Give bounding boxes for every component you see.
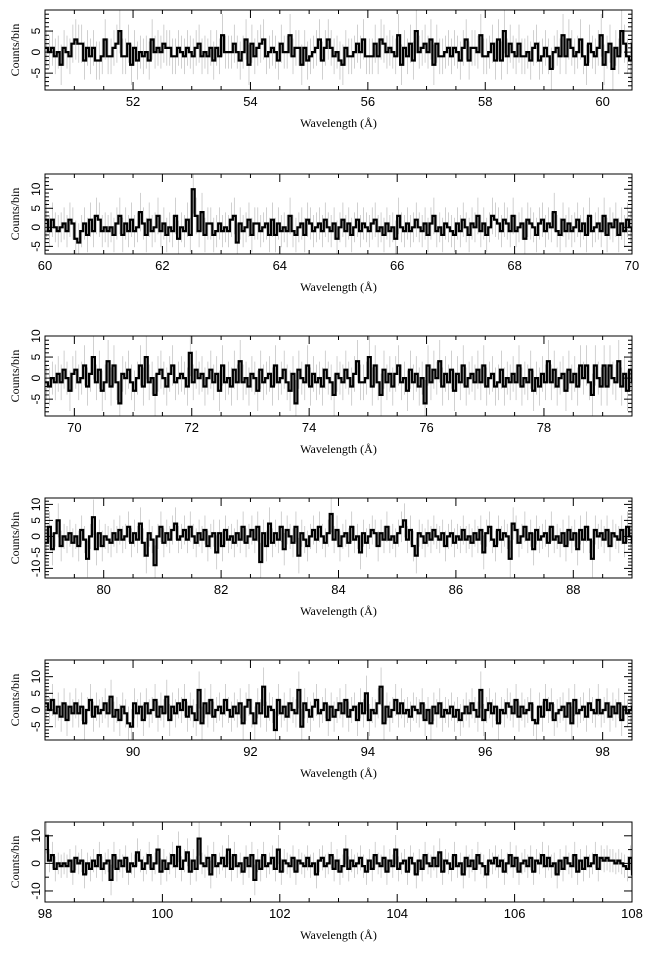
x-tick-label: 104 <box>386 906 408 921</box>
x-axis-label: Wavelength (Å) <box>300 442 377 456</box>
y-tick-label: 0 <box>29 706 43 713</box>
plot-area <box>45 336 632 416</box>
plot-area <box>45 498 632 578</box>
error-bars <box>46 174 631 254</box>
y-tick-label: 10 <box>29 670 43 684</box>
x-tick-label: 100 <box>152 906 174 921</box>
y-axis-label: Counts/bin <box>8 674 22 727</box>
x-tick-label: 94 <box>361 744 375 759</box>
spectrum-panel-2: 60 62 64 66 68 70 -5 0 5 10 Wavelength (Å) Counts/b… <box>8 173 639 294</box>
counts-histogram <box>45 29 632 71</box>
x-tick-label: 98 <box>595 744 609 759</box>
x-tick-label: 84 <box>331 582 345 597</box>
y-tick-label: -5 <box>29 393 43 404</box>
y-tick-label: -5 <box>29 721 43 732</box>
spectrum-panel-3: 70 72 74 76 78 -5 0 5 10 Wavelength (Å) Counts/bin <box>8 329 633 456</box>
counts-histogram <box>45 685 632 732</box>
x-tick-label: 64 <box>273 258 287 273</box>
counts-histogram <box>45 512 632 567</box>
x-tick-label: 102 <box>269 906 291 921</box>
y-tick-label: 0 <box>29 860 43 867</box>
x-tick-label: 60 <box>38 258 52 273</box>
x-tick-label: 76 <box>419 420 433 435</box>
x-tick-label: 80 <box>96 582 110 597</box>
x-tick-label: 68 <box>507 258 521 273</box>
x-tick-label: 86 <box>449 582 463 597</box>
y-tick-label: -5 <box>29 547 43 558</box>
x-tick-label: 58 <box>478 94 492 109</box>
x-tick-label: 96 <box>478 744 492 759</box>
plot-area <box>45 667 632 740</box>
counts-histogram <box>45 351 632 405</box>
counts-histogram <box>45 834 632 882</box>
x-tick-label: 78 <box>537 420 551 435</box>
x-tick-label: 90 <box>126 744 140 759</box>
x-axis-label: Wavelength (Å) <box>300 280 377 294</box>
spectrum-panel-5: 90 92 94 96 98 -5 0 5 10 Wavelength (Å) Counts/bin <box>8 659 633 780</box>
x-tick-label: 98 <box>38 906 52 921</box>
x-tick-label: 82 <box>214 582 228 597</box>
plot-area <box>45 822 632 896</box>
error-bars <box>46 667 631 740</box>
y-tick-label: -10 <box>29 882 43 900</box>
y-tick-label: -5 <box>29 241 43 252</box>
y-axis-label: Counts/bin <box>8 836 22 889</box>
error-bar-path <box>46 174 631 254</box>
x-axis-label: Wavelength (Å) <box>300 116 377 130</box>
error-bar-path <box>46 667 631 740</box>
axes-frame <box>44 173 633 255</box>
y-tick-label: 0 <box>29 533 43 540</box>
x-tick-label: 54 <box>243 94 257 109</box>
x-tick-label: 62 <box>155 258 169 273</box>
x-axis-label: Wavelength (Å) <box>300 604 377 618</box>
spectrum-panel-1: 52 54 56 58 60 -5 0 5 Wavelength (Å) Counts/bin <box>8 9 633 130</box>
y-tick-label: 5 <box>29 205 43 212</box>
x-tick-label: 74 <box>302 420 316 435</box>
x-tick-label: 108 <box>621 906 643 921</box>
counts-histogram <box>45 188 632 244</box>
x-axis-label: Wavelength (Å) <box>300 928 377 942</box>
y-axis-label: Counts/bin <box>8 350 22 403</box>
y-tick-label: 0 <box>29 224 43 231</box>
x-tick-label: 56 <box>361 94 375 109</box>
y-tick-label: 5 <box>29 353 43 360</box>
y-tick-label: 10 <box>29 329 43 343</box>
y-tick-label: -10 <box>29 559 43 577</box>
plot-area <box>45 174 632 254</box>
y-axis-label: Counts/bin <box>8 24 22 77</box>
x-tick-label: 70 <box>67 420 81 435</box>
y-tick-label: 5 <box>29 517 43 524</box>
plot-area <box>45 10 632 90</box>
y-tick-label: 10 <box>29 829 43 843</box>
x-tick-label: 70 <box>625 258 639 273</box>
error-bar-path <box>46 822 631 896</box>
x-tick-label: 66 <box>390 258 404 273</box>
x-tick-label: 88 <box>566 582 580 597</box>
y-tick-label: 5 <box>29 690 43 697</box>
y-tick-label: 0 <box>29 48 43 55</box>
y-tick-label: 5 <box>29 27 43 34</box>
y-tick-label: 10 <box>29 497 43 511</box>
error-bars <box>46 822 631 896</box>
x-tick-label: 92 <box>243 744 257 759</box>
y-axis-label: Counts/bin <box>8 512 22 565</box>
x-tick-label: 106 <box>504 906 526 921</box>
x-tick-label: 60 <box>595 94 609 109</box>
y-axis-label: Counts/bin <box>8 188 22 241</box>
y-tick-label: 0 <box>29 374 43 381</box>
x-axis-label: Wavelength (Å) <box>300 766 377 780</box>
y-tick-label: 10 <box>29 182 43 196</box>
x-tick-label: 52 <box>126 94 140 109</box>
spectrum-panel-6: 98 100 102 104 106 108 -10 0 10 Wavelength (Å) Cou… <box>8 821 643 942</box>
x-tick-label: 72 <box>185 420 199 435</box>
y-tick-label: -5 <box>29 67 43 78</box>
spectrum-panel-4: 80 82 84 86 88 -10-5 0 5 10 Wavelength (Å) Counts/… <box>8 497 633 618</box>
